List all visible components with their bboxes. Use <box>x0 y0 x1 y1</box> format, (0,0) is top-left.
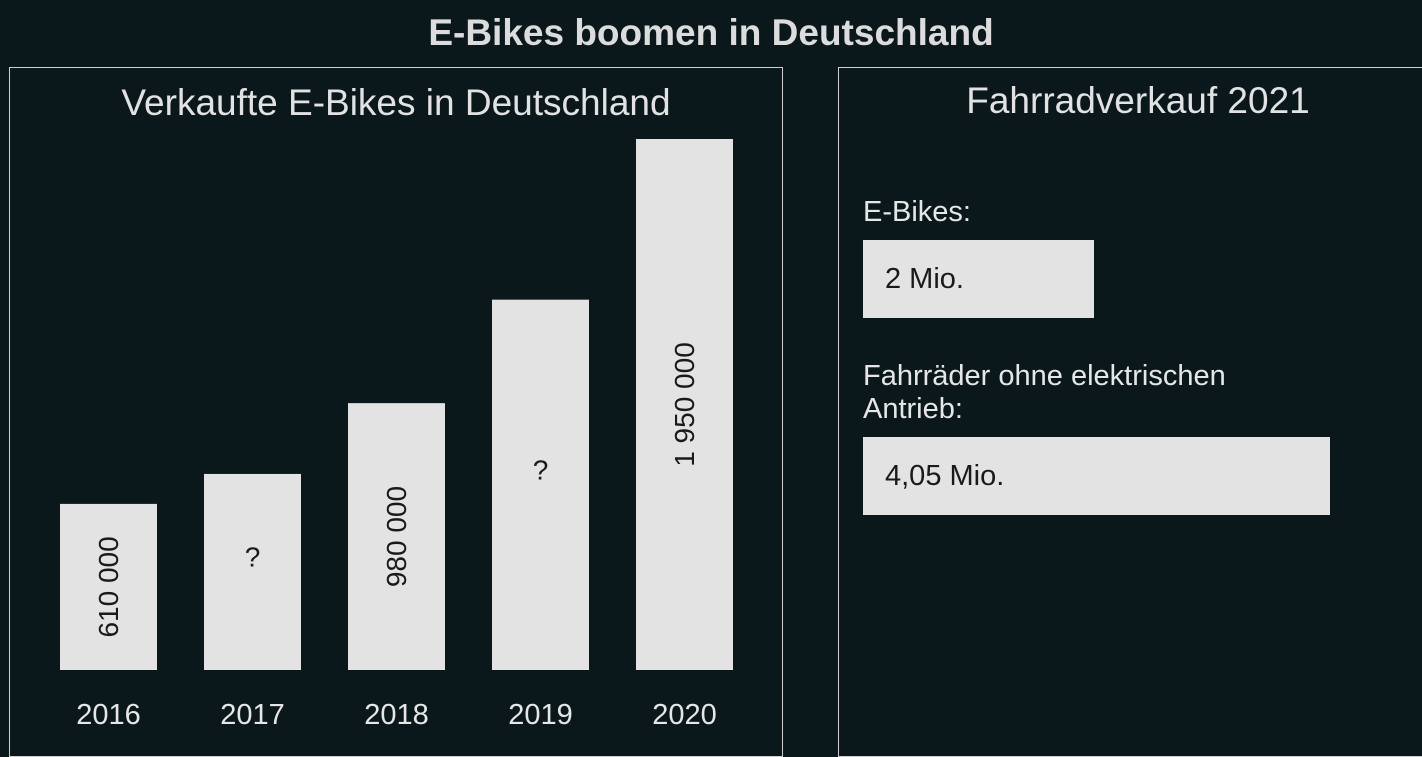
x-tick-label-2016: 2016 <box>76 699 141 731</box>
bar-value-label-2018: 980 000 <box>381 486 412 587</box>
bar-value-label-2019: ? <box>533 454 549 485</box>
page-title: E-Bikes boomen in Deutschland <box>428 12 994 53</box>
bikes-without-motor-value-bar: 4,05 Mio. <box>863 437 1330 515</box>
ebikes-value-bar: 2 Mio. <box>863 240 1094 318</box>
bar-value-label-2020: 1 950 000 <box>669 342 700 467</box>
x-tick-label-2020: 2020 <box>652 699 717 731</box>
bar-value-label-2016: 610 000 <box>93 536 124 637</box>
bar-2017 <box>204 473 301 670</box>
bar-chart-panel: Verkaufte E-Bikes in Deutschland <box>9 67 783 757</box>
chart-title: Verkaufte E-Bikes in Deutschland <box>121 82 671 123</box>
ebikes-label: E-Bikes: <box>863 196 971 228</box>
x-tick-label-2019: 2019 <box>508 699 573 731</box>
sales-2021-panel: Fahrradverkauf 2021 E-Bikes: 2 Mio. Fahr… <box>838 67 1422 757</box>
x-tick-label-2017: 2017 <box>220 699 285 731</box>
bar-2016 <box>60 503 157 670</box>
bar-value-label-2017: ? <box>245 541 261 572</box>
x-tick-label-2018: 2018 <box>364 699 429 731</box>
bar-chart: 610 000 2016? 2017 980 000 2018? 2019 1 950 00… <box>60 139 733 731</box>
bar-2020 <box>636 139 733 670</box>
bar-2019 <box>492 299 589 670</box>
sales-panel-title: Fahrradverkauf 2021 <box>966 80 1310 121</box>
bar-2018 <box>348 403 445 670</box>
bikes-without-motor-label: Fahrräder ohne elektrischen Antrieb: <box>863 360 1226 425</box>
